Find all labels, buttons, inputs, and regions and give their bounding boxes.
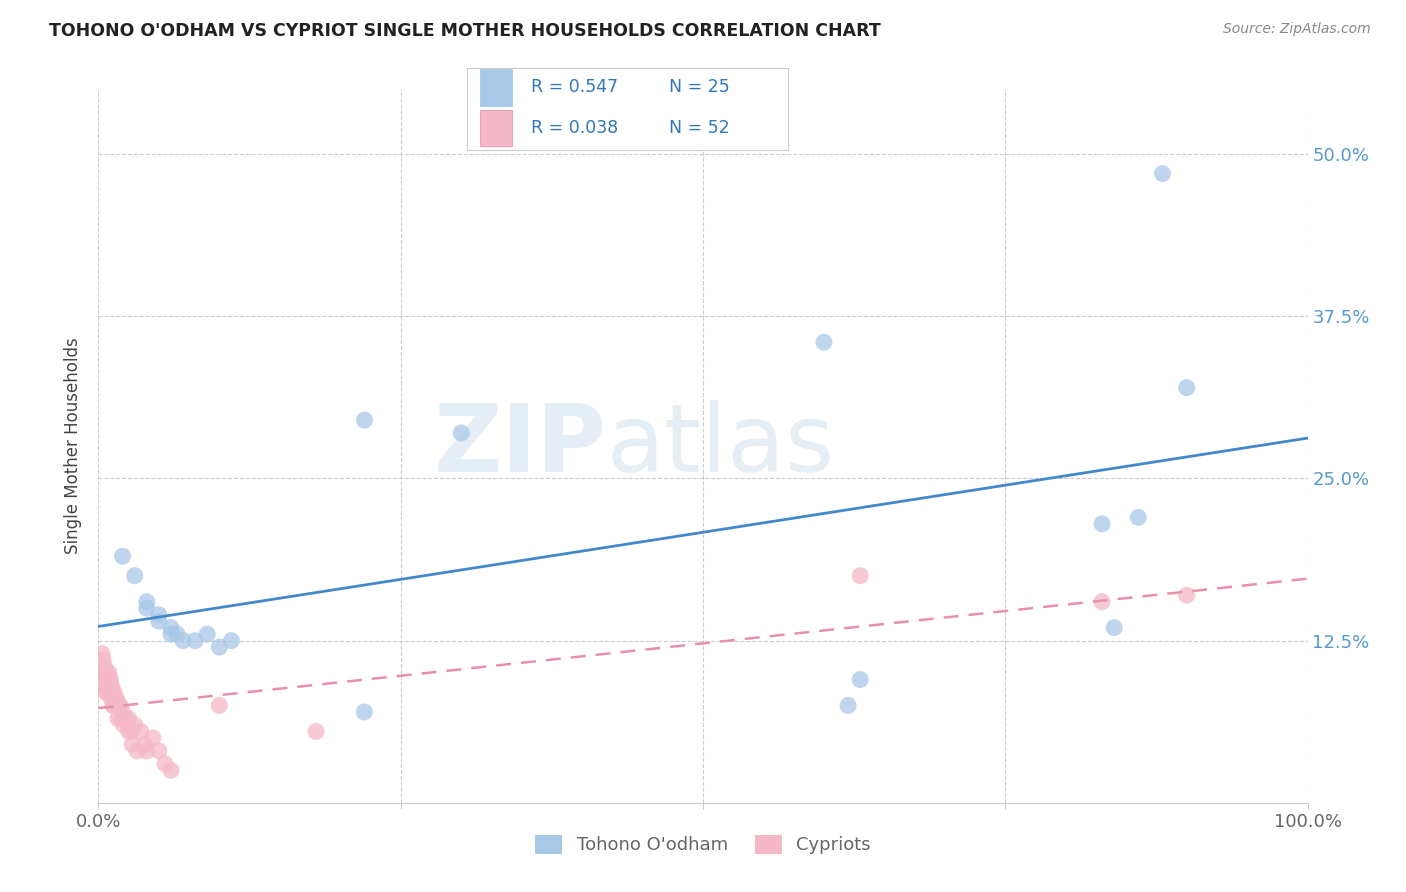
Point xyxy=(353,705,375,719)
Point xyxy=(160,627,183,641)
Point xyxy=(94,685,117,699)
Point xyxy=(135,601,157,615)
Point xyxy=(1102,621,1125,635)
Point xyxy=(166,627,188,641)
Point xyxy=(100,685,122,699)
Point xyxy=(101,685,124,699)
Point xyxy=(97,685,120,699)
Point xyxy=(353,413,375,427)
Point xyxy=(93,679,115,693)
Point xyxy=(110,711,132,725)
Point xyxy=(195,627,218,641)
Point xyxy=(107,698,129,713)
Point xyxy=(118,724,141,739)
Point xyxy=(305,724,328,739)
Point xyxy=(124,568,146,582)
Point xyxy=(135,595,157,609)
Point xyxy=(813,335,835,350)
Point xyxy=(93,659,115,673)
Y-axis label: Single Mother Households: Single Mother Households xyxy=(65,338,83,554)
Point xyxy=(93,666,115,681)
Point xyxy=(108,698,131,713)
Point xyxy=(112,718,135,732)
Point xyxy=(129,724,152,739)
Text: Source: ZipAtlas.com: Source: ZipAtlas.com xyxy=(1223,22,1371,37)
Legend: Tohono O'odham, Cypriots: Tohono O'odham, Cypriots xyxy=(527,828,879,862)
Point xyxy=(100,679,122,693)
Text: atlas: atlas xyxy=(606,400,835,492)
Point xyxy=(105,692,128,706)
Text: ZIP: ZIP xyxy=(433,400,606,492)
Point xyxy=(111,549,134,564)
Point xyxy=(120,724,142,739)
Point xyxy=(142,731,165,745)
Point xyxy=(450,425,472,440)
Point xyxy=(107,711,129,725)
Point xyxy=(100,692,122,706)
Point xyxy=(184,633,207,648)
Point xyxy=(1128,510,1150,524)
Point xyxy=(114,711,136,725)
Point xyxy=(160,764,183,778)
Point xyxy=(1091,595,1114,609)
Point xyxy=(127,744,149,758)
Point xyxy=(148,614,170,628)
Point xyxy=(97,673,120,687)
Point xyxy=(849,673,872,687)
Point xyxy=(103,698,125,713)
Point xyxy=(96,679,118,693)
Point xyxy=(118,711,141,725)
Point xyxy=(91,653,114,667)
Point xyxy=(160,621,183,635)
Point xyxy=(153,756,176,771)
Point xyxy=(98,666,121,681)
Point xyxy=(1091,516,1114,531)
Point xyxy=(221,633,243,648)
Point xyxy=(134,738,156,752)
Point xyxy=(849,568,872,582)
Point xyxy=(103,685,125,699)
Point xyxy=(104,692,127,706)
Point xyxy=(208,640,231,654)
Point xyxy=(1175,381,1198,395)
Point xyxy=(837,698,859,713)
Point xyxy=(91,647,114,661)
Point xyxy=(108,698,131,713)
Point xyxy=(121,738,143,752)
Point xyxy=(96,666,118,681)
Point xyxy=(98,679,121,693)
Point xyxy=(1152,167,1174,181)
Point xyxy=(94,666,117,681)
Point xyxy=(101,698,124,713)
Point xyxy=(124,718,146,732)
Text: TOHONO O'ODHAM VS CYPRIOT SINGLE MOTHER HOUSEHOLDS CORRELATION CHART: TOHONO O'ODHAM VS CYPRIOT SINGLE MOTHER … xyxy=(49,22,882,40)
Point xyxy=(91,659,114,673)
Point xyxy=(135,744,157,758)
Point xyxy=(91,673,114,687)
Point xyxy=(148,744,170,758)
Point xyxy=(105,698,128,713)
Point xyxy=(148,607,170,622)
Point xyxy=(208,698,231,713)
Point xyxy=(1175,588,1198,602)
Point xyxy=(100,673,122,687)
Point xyxy=(111,705,134,719)
Point xyxy=(172,633,194,648)
